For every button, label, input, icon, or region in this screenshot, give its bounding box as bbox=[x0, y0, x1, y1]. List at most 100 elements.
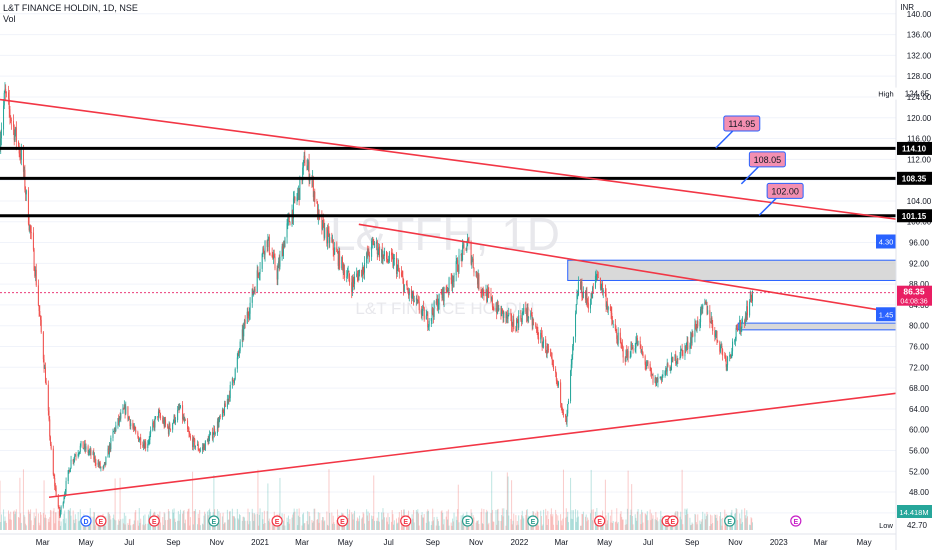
candle bbox=[381, 243, 383, 265]
volume-bar bbox=[148, 514, 150, 530]
volume-bar bbox=[639, 514, 641, 530]
candle-body bbox=[661, 375, 663, 381]
candle-body bbox=[208, 437, 210, 444]
volume-bar bbox=[160, 522, 162, 530]
candle-body bbox=[612, 323, 614, 325]
candle-body bbox=[247, 311, 249, 315]
candle bbox=[724, 351, 726, 359]
candle bbox=[599, 277, 601, 291]
symbol-title[interactable]: L&T FINANCE HOLDIN, 1D, NSE bbox=[3, 3, 138, 13]
candle-body bbox=[177, 407, 179, 410]
volume-bar bbox=[525, 514, 527, 530]
volume-bar bbox=[10, 511, 12, 530]
candle-body bbox=[218, 420, 220, 427]
volume-bar bbox=[49, 517, 51, 530]
volume-indicator-label[interactable]: Vol bbox=[3, 14, 16, 24]
candle-body bbox=[115, 425, 117, 432]
candle bbox=[437, 295, 439, 312]
candle bbox=[9, 106, 11, 125]
candle-body bbox=[729, 354, 731, 357]
volume-bar bbox=[5, 520, 7, 530]
low-label: Low bbox=[879, 521, 893, 530]
event-letter: E bbox=[465, 519, 470, 526]
candle bbox=[378, 243, 380, 256]
candle-body bbox=[542, 343, 544, 347]
volume-bar bbox=[104, 525, 106, 530]
candle bbox=[533, 318, 535, 326]
candle-body bbox=[532, 322, 534, 326]
candle-body bbox=[364, 262, 366, 273]
x-tick-label: Nov bbox=[469, 538, 483, 547]
candle-body bbox=[751, 297, 753, 302]
volume-bar bbox=[376, 517, 378, 530]
candle bbox=[224, 400, 226, 416]
candle bbox=[709, 305, 711, 329]
candle-body bbox=[123, 405, 125, 410]
candle bbox=[520, 310, 522, 322]
candle-body bbox=[462, 245, 464, 261]
candle bbox=[551, 352, 553, 366]
candle bbox=[93, 448, 95, 463]
candle bbox=[503, 310, 505, 323]
candle bbox=[182, 401, 184, 424]
candle-body bbox=[632, 347, 634, 351]
candle bbox=[198, 448, 200, 451]
volume-bar bbox=[535, 521, 537, 530]
candle-body bbox=[327, 229, 329, 232]
candle bbox=[726, 364, 728, 372]
candle bbox=[601, 281, 603, 293]
candle-body bbox=[321, 216, 323, 230]
volume-bar bbox=[70, 515, 72, 530]
candle bbox=[339, 247, 341, 270]
candle-body bbox=[545, 339, 547, 353]
candle-body bbox=[580, 281, 582, 290]
candle bbox=[590, 292, 592, 305]
volume-bar bbox=[498, 520, 500, 530]
volume-bar bbox=[656, 520, 658, 530]
volume-bar bbox=[118, 519, 120, 530]
volume-bar bbox=[239, 515, 241, 530]
volume-bar bbox=[589, 513, 591, 530]
volume-bar bbox=[657, 521, 659, 530]
callout-box bbox=[723, 115, 761, 132]
candle bbox=[293, 190, 295, 203]
candle bbox=[640, 344, 642, 354]
candle-body bbox=[567, 404, 569, 414]
candle bbox=[273, 249, 275, 265]
candle-body bbox=[172, 421, 174, 424]
candle bbox=[386, 250, 388, 263]
candle-body bbox=[475, 272, 477, 273]
candle-body bbox=[221, 409, 223, 418]
candle bbox=[182, 414, 184, 421]
volume-bar bbox=[488, 522, 490, 530]
candle-body bbox=[361, 267, 363, 277]
candle bbox=[98, 459, 100, 468]
high-value: 124.65 bbox=[905, 90, 930, 99]
volume-bar bbox=[67, 509, 69, 530]
volume-bar bbox=[223, 524, 225, 530]
candle bbox=[526, 303, 528, 322]
y-tick-label: 80.00 bbox=[909, 322, 930, 331]
candle-body bbox=[35, 269, 37, 277]
candle-body bbox=[234, 368, 236, 380]
candle bbox=[724, 353, 726, 362]
volume-bar bbox=[187, 511, 189, 530]
candle bbox=[617, 327, 619, 347]
candle-body bbox=[699, 322, 701, 327]
volume-bar bbox=[286, 517, 288, 530]
candle-body bbox=[665, 368, 667, 372]
volume-bar bbox=[40, 512, 42, 530]
candle bbox=[178, 403, 180, 414]
candle-body bbox=[503, 312, 505, 318]
candle bbox=[657, 373, 659, 388]
volume-bar bbox=[669, 522, 671, 530]
candle-body bbox=[17, 141, 19, 147]
volume-bar bbox=[168, 511, 170, 530]
candle-body bbox=[714, 330, 716, 337]
candle-body bbox=[621, 344, 623, 345]
candle-body bbox=[104, 462, 106, 465]
volume-bar bbox=[436, 516, 438, 530]
candle bbox=[337, 249, 339, 254]
